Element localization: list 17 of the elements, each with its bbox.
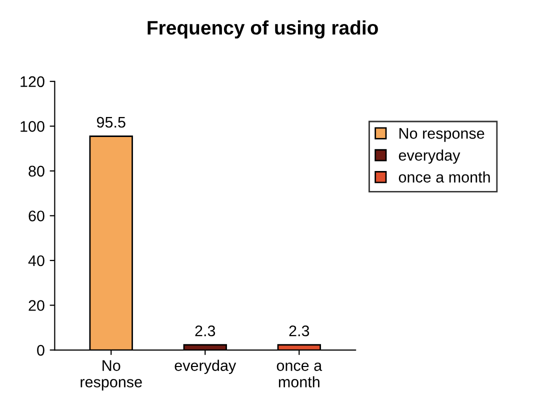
data-label: 2.3	[195, 325, 216, 336]
legend-label: No response	[399, 128, 484, 142]
legend-label: once a month	[398, 171, 490, 183]
y-tick-label: 0	[37, 344, 44, 356]
x-tick-label: No response	[80, 360, 142, 390]
y-tick-label: 80	[28, 166, 44, 177]
legend-label: everyday	[398, 149, 460, 164]
y-tick-label: 40	[28, 255, 44, 266]
x-tick-label: once a month	[276, 362, 322, 388]
chart-title: Frequency of using radio	[148, 20, 378, 39]
x-tick-label: everyday	[174, 360, 236, 374]
data-label: 2.3	[289, 325, 310, 336]
y-tick-label: 60	[28, 210, 44, 222]
y-tick-label: 20	[28, 300, 44, 311]
y-tick-label: 120	[20, 76, 44, 88]
data-label: 95.5	[96, 116, 126, 128]
y-tick-label: 100	[20, 121, 44, 132]
